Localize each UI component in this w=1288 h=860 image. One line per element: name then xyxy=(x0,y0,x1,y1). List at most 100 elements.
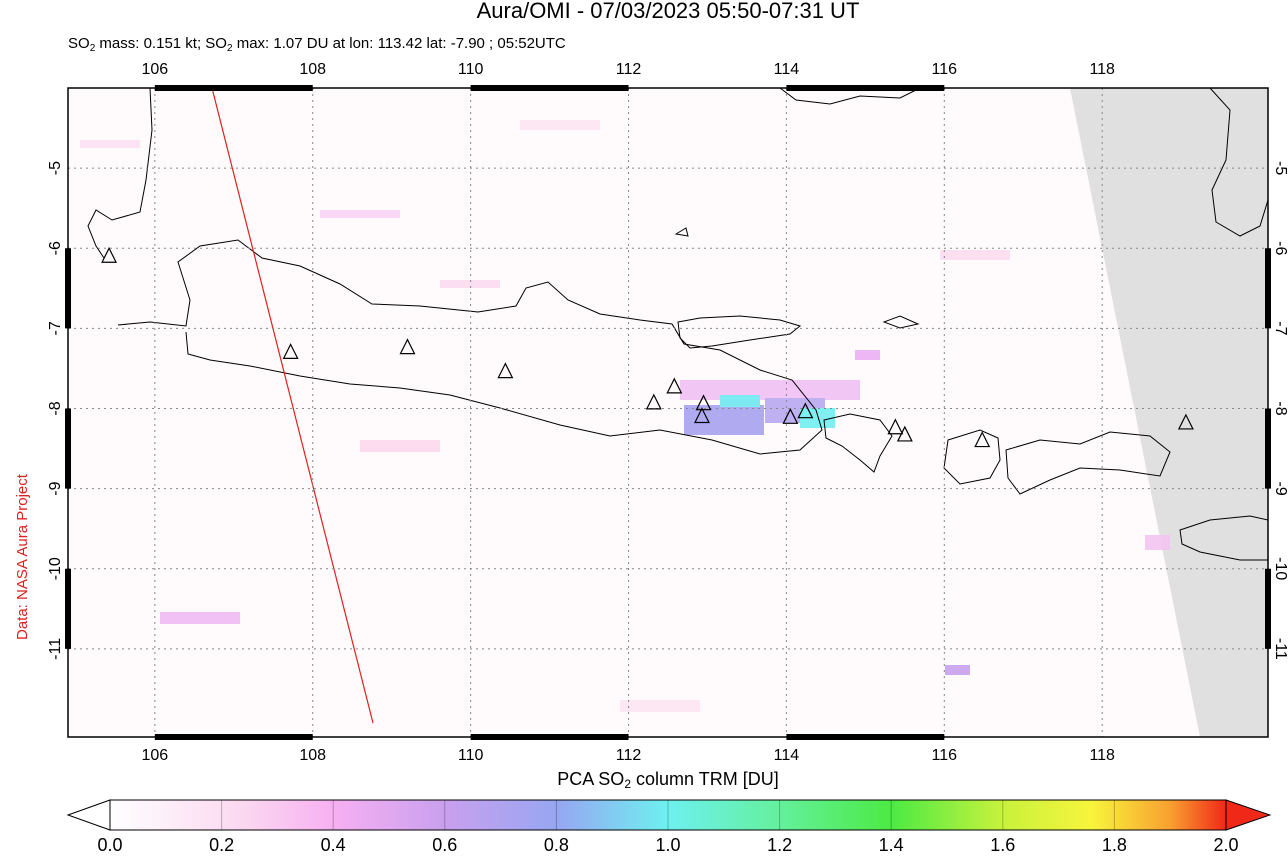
volcano xyxy=(1177,413,1194,430)
y-tick-label-left: -7 xyxy=(47,321,64,335)
no-data-swath xyxy=(1070,88,1268,737)
coastline-bali xyxy=(823,413,893,473)
subtitle: SO2 mass: 0.151 kt; SO2 max: 1.07 DU at … xyxy=(68,35,566,54)
so2-pixel xyxy=(320,210,400,218)
colorbar-over-arrow xyxy=(1225,799,1272,831)
so2-pixel xyxy=(360,440,440,452)
x-tick-label-top: 108 xyxy=(299,61,326,78)
so2-pixel xyxy=(945,665,970,675)
subscript: 2 xyxy=(624,777,631,791)
frame-segment xyxy=(154,85,313,91)
coastline-sumbawa xyxy=(1005,431,1171,495)
colorbar-tick-label: 2.0 xyxy=(1213,835,1238,855)
y-tick-label-right: -11 xyxy=(1272,638,1288,660)
so2-pixel xyxy=(680,380,860,400)
x-tick-label-top: 106 xyxy=(141,61,168,78)
volcano xyxy=(782,407,799,424)
so2-pixel xyxy=(80,140,140,148)
colorbar-tick-label: 1.0 xyxy=(655,835,680,855)
subtitle-part: mass: 0.151 kt; SO xyxy=(95,35,227,52)
so2-pixel xyxy=(440,280,500,288)
volcano xyxy=(887,418,904,435)
y-tick-label-left: -6 xyxy=(47,241,64,255)
volcano xyxy=(693,407,710,424)
y-tick-label-left: -9 xyxy=(47,481,64,495)
coastline-flores xyxy=(1179,515,1268,561)
y-tick-label-right: -5 xyxy=(1272,161,1288,175)
frame-segment xyxy=(65,408,71,489)
colorbar-tick-label: 0.2 xyxy=(209,835,234,855)
x-tick-label-bottom: 116 xyxy=(932,747,958,764)
y-tick-label-right: -8 xyxy=(1272,401,1288,415)
x-tick-label-bottom: 106 xyxy=(141,747,168,764)
frame-segment xyxy=(154,734,313,740)
volcano xyxy=(896,425,913,442)
colorbar-tick-label: 1.2 xyxy=(767,835,792,855)
frame-segment xyxy=(786,85,945,91)
frame-segment xyxy=(1265,568,1271,649)
colorbar-tick-label: 1.8 xyxy=(1102,835,1127,855)
map-layer xyxy=(68,88,1268,737)
x-tick-label-bottom: 114 xyxy=(774,747,800,764)
frame-segment xyxy=(470,734,629,740)
x-tick-label-top: 118 xyxy=(1089,61,1115,78)
colorbar-under-arrow xyxy=(66,799,111,831)
so2-pixel xyxy=(800,408,835,428)
y-tick-label-left: -11 xyxy=(47,638,64,660)
colorbar-tick-label: 0.0 xyxy=(97,835,122,855)
volcano xyxy=(399,338,416,355)
volcano xyxy=(797,402,814,419)
volcano xyxy=(282,343,299,360)
x-tick-label-bottom: 108 xyxy=(299,747,326,764)
coastline xyxy=(87,88,153,259)
credit: Data: NASA Aura Project xyxy=(14,473,31,640)
frame-ticks xyxy=(65,85,1271,740)
so2-pixel xyxy=(160,612,240,624)
frame-segment xyxy=(1265,408,1271,489)
so2-pixel xyxy=(520,120,600,130)
subscript: 2 xyxy=(227,43,233,54)
colorbar-label: PCA SO2 column TRM [DU] xyxy=(557,769,778,791)
map-background xyxy=(68,88,1268,737)
y-tick-label-left: -8 xyxy=(47,401,64,415)
volcano xyxy=(497,362,514,379)
so2-pixels xyxy=(80,120,1170,712)
coastline-lombok xyxy=(943,429,1001,485)
coastline-sulawesi xyxy=(1209,88,1268,237)
frame-segment xyxy=(65,248,71,329)
y-tick-label-left: -10 xyxy=(47,557,64,580)
colorbar-tick-label: 1.6 xyxy=(990,835,1015,855)
grid xyxy=(68,88,1268,737)
colorbar-label-part: PCA SO xyxy=(557,769,624,789)
x-tick-label-top: 112 xyxy=(616,61,642,78)
colorbar-tick-label: 0.6 xyxy=(432,835,457,855)
so2-pixel xyxy=(855,350,880,360)
x-tick-label-bottom: 118 xyxy=(1089,747,1115,764)
frame-segment xyxy=(65,568,71,649)
frame-segment xyxy=(786,734,945,740)
y-tick-label-right: -7 xyxy=(1272,321,1288,335)
volcano xyxy=(666,377,683,394)
subtitle-part: SO xyxy=(68,35,90,52)
frame-segment xyxy=(1265,248,1271,329)
colorbar-label-part: column TRM [DU] xyxy=(631,769,779,789)
coastline-madura xyxy=(677,315,802,349)
y-tick-label-right: -10 xyxy=(1272,557,1288,580)
volcano xyxy=(645,393,662,410)
title: Aura/OMI - 07/03/2023 05:50-07:31 UT xyxy=(477,0,860,23)
y-tick-label-left: -5 xyxy=(47,161,64,175)
coastline-islet xyxy=(882,315,920,329)
so2-pixel xyxy=(940,250,1010,260)
colorbar-tick-label: 1.4 xyxy=(879,835,904,855)
volcano-markers xyxy=(101,246,1194,448)
frame-segment xyxy=(470,85,629,91)
x-tick-label-top: 110 xyxy=(458,61,484,78)
x-tick-label-bottom: 110 xyxy=(458,747,484,764)
y-tick-label-right: -6 xyxy=(1272,241,1288,255)
orbit-track xyxy=(211,88,374,724)
coastline-islet xyxy=(674,227,689,237)
subtitle-part: max: 1.07 DU at lon: 113.42 lat: -7.90 ;… xyxy=(233,35,566,52)
so2-pixel xyxy=(720,395,760,407)
